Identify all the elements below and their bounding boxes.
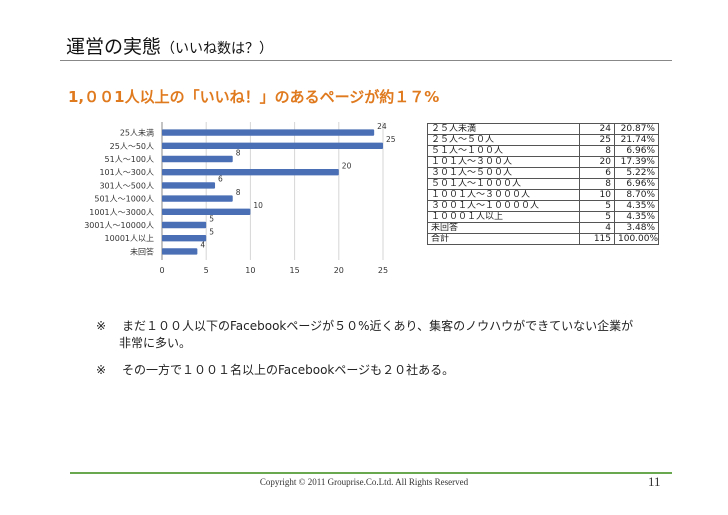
category-label: 51人～100人 [105,155,154,164]
bar [162,208,251,215]
x-tick-label: 0 [159,266,164,275]
table-cell-count: 10 [579,189,615,201]
table-cell-pct: 4.35% [614,200,659,212]
table-cell-label: １００１人～３０００人 [427,189,580,201]
bar [162,221,207,229]
table-cell-count: 8 [579,178,615,190]
bar [162,195,233,202]
category-label: 501人～1000人 [94,195,154,204]
title-sub: （いいね数は？） [161,41,274,57]
headline: 1,００1人以上の「いいね！」のあるページが約１７% [68,88,440,106]
bar [162,235,207,242]
table-cell-label: １０００１人以上 [427,211,580,223]
note-2: ※ その一方で１００１名以上のFacebookページも２０社ある。 [96,362,454,379]
category-label: 1001人～3000人 [89,208,154,217]
table-cell-label: ５０１人～１０００人 [427,178,580,190]
page-title: 運営の実態（いいね数は？） [66,32,273,59]
category-label: 101人～300人 [99,168,154,177]
category-label: 301人～500人 [99,181,154,190]
x-tick-label: 25 [378,266,388,275]
table-row: １００１人～３０００人 10 8.70% [427,189,659,201]
category-label: 25人未満 [120,128,154,138]
bar [162,182,216,189]
bar [162,142,383,149]
note-2-mark: ※ [96,363,107,377]
table-cell-pct: 6.96% [614,145,659,157]
footer-divider [70,472,672,474]
title-divider [60,60,672,61]
table-cell-count: 6 [579,167,615,179]
table-cell-count: 24 [579,123,615,135]
table-cell-label: ５１人～１００人 [427,145,580,157]
table-cell-pct: 3.48% [614,222,659,234]
table-row: 未回答 4 3.48% [427,222,659,234]
note-2-line1: その一方で１００１名以上のFacebookページも２０社ある。 [122,363,455,377]
bar [162,248,198,255]
table-cell-count: 5 [579,200,615,212]
table-cell-pct: 21.74% [614,134,659,146]
table-cell-count: 115 [579,233,615,245]
note-1-mark: ※ [96,319,107,333]
table-cell-label: 未回答 [427,222,580,234]
table-cell-pct: 100.00% [614,233,659,245]
data-label: 10 [253,201,263,210]
table-cell-label: ２５人～５０人 [427,134,580,146]
category-label: 10001人以上 [105,234,154,243]
bar [162,155,233,163]
likes-bar-chart: 0 5 10 15 20 25 25人未満 24 25人～50人 25 51人～100人 8 101人～… [84,122,396,275]
table-cell-label: １０１人～３００人 [427,156,580,168]
category-label: 3001人～10000人 [84,221,154,230]
table-cell-count: 25 [579,134,615,146]
table-cell-pct: 8.70% [614,189,659,201]
table-row: １０１人～３００人 20 17.39% [427,156,659,168]
data-label: 6 [218,175,223,184]
note-1-line1: まだ１００人以下のFacebookページが５０%近くあり、集客のノウハウができて… [122,319,634,333]
data-label: 24 [377,122,387,131]
table-row: ３０１人～５００人 6 5.22% [427,167,659,179]
title-main: 運営の実態 [66,36,162,58]
table-cell-pct: 4.35% [614,211,659,223]
table-row: ５０１人～１０００人 8 6.96% [427,178,659,190]
category-label: 未回答 [130,246,154,256]
data-label: 20 [342,162,352,171]
table-row: １０００１人以上 5 4.35% [427,211,659,223]
data-label: 5 [209,228,214,237]
table-cell-count: 4 [579,222,615,234]
table-cell-pct: 17.39% [614,156,659,168]
page-number: 11 [648,474,661,489]
data-label: 5 [209,214,214,223]
x-tick-label: 5 [204,266,209,275]
bar [162,169,339,176]
table-cell-label: ３００１人～１００００人 [427,200,580,212]
table-row: ５１人～１００人 8 6.96% [427,145,659,157]
likes-table: ２５人未満 24 20.87% ２５人～５０人 25 21.74% ５１人～１００人 8 6.9… [427,123,659,245]
table-cell-label: 合計 [427,233,580,245]
table-row: ２５人～５０人 25 21.74% [427,134,659,146]
data-label: 25 [386,135,396,144]
bar [162,129,375,136]
table-row: ３００１人～１００００人 5 4.35% [427,200,659,212]
table-cell-pct: 20.87% [614,123,659,135]
x-tick-label: 15 [290,266,300,275]
copyright: Copyright © 2011 Grouprise.Co.Ltd. All R… [259,477,469,487]
table-cell-count: 20 [579,156,615,168]
table-cell-pct: 5.22% [614,167,659,179]
table-cell-pct: 6.96% [614,178,659,190]
category-label: 25人～50人 [110,142,154,151]
note-1-line2: 非常に多い。 [119,336,192,350]
data-label: 8 [236,148,241,157]
table-cell-count: 8 [579,145,615,157]
data-label: 8 [236,188,241,197]
note-1: ※ まだ１００人以下のFacebookページが５０%近くあり、集客のノウハウができ… [96,318,633,352]
x-tick-label: 10 [245,266,255,275]
table-cell-count: 5 [579,211,615,223]
table-row: ２５人未満 24 20.87% [427,123,659,135]
table-cell-label: ２５人未満 [427,123,580,135]
table-row: 合計 115 100.00% [427,233,659,245]
table-cell-label: ３０１人～５００人 [427,167,580,179]
x-tick-label: 20 [334,266,344,275]
data-label: 4 [200,241,205,250]
